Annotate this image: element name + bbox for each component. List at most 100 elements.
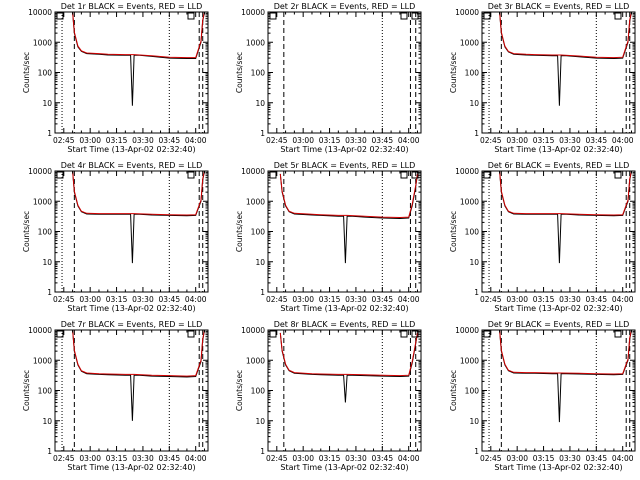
y-tick-label: 1 (260, 288, 265, 297)
y-tick-label: 100 (251, 387, 266, 396)
x-tick-label: 03:15 (533, 136, 555, 145)
box-marker (400, 330, 408, 338)
y-tick-label: 100 (465, 69, 480, 78)
y-tick-label: 1000 (246, 356, 265, 365)
y-tick-label: 10 (255, 417, 265, 426)
y-axis-label: Counts/sec (449, 211, 458, 252)
detector-panel-4: Det 4r BLACK = Events, RED = LLD 1 10 100 10… (22, 161, 209, 313)
y-tick-label: 10 (42, 99, 52, 108)
y-axis-label: Counts/sec (22, 370, 31, 411)
y-tick-label: 1 (47, 447, 52, 456)
events-series-line (499, 330, 632, 423)
x-tick-label: 03:00 (506, 136, 528, 145)
y-tick-label: 1000 (460, 38, 479, 47)
x-tick-label: 03:00 (506, 295, 528, 304)
x-axis-label: Start Time (13-Apr-02 02:32:40) (280, 304, 408, 313)
y-tick-label: 1 (474, 129, 479, 138)
x-tick-label: 03:15 (106, 295, 128, 304)
x-axis-label: Start Time (13-Apr-02 02:32:40) (494, 304, 622, 313)
y-axis-label: Counts/sec (449, 52, 458, 93)
x-tick-label: 02:45 (266, 136, 288, 145)
box-marker (187, 12, 195, 20)
x-axis-label: Start Time (13-Apr-02 02:32:40) (494, 463, 622, 472)
box-marker (400, 171, 408, 179)
panel-title: Det 4r BLACK = Events, RED = LLD (61, 161, 203, 170)
x-tick-label: 03:00 (292, 295, 314, 304)
x-tick-label: 03:15 (319, 136, 341, 145)
y-tick-label: 1000 (33, 356, 52, 365)
x-tick-label: 03:15 (106, 454, 128, 463)
events-series-line (72, 330, 205, 421)
y-tick-label: 10 (255, 258, 265, 267)
box-marker (56, 171, 64, 179)
lld-series-line (72, 12, 205, 59)
x-tick-label: 03:30 (345, 136, 367, 145)
y-tick-label: 100 (38, 228, 53, 237)
x-tick-label: 03:45 (585, 136, 607, 145)
y-tick-label: 10000 (28, 167, 52, 176)
x-tick-label: 02:45 (53, 454, 75, 463)
y-tick-label: 100 (38, 387, 53, 396)
x-tick-label: 04:00 (398, 295, 420, 304)
y-tick-label: 10 (255, 99, 265, 108)
x-tick-label: 03:00 (292, 454, 314, 463)
x-tick-label: 04:00 (398, 136, 420, 145)
y-tick-label: 10000 (455, 326, 479, 335)
y-tick-label: 10 (469, 258, 479, 267)
y-tick-label: 10 (469, 417, 479, 426)
x-axis-label: Start Time (13-Apr-02 02:32:40) (67, 304, 195, 313)
box-marker (614, 12, 622, 20)
y-tick-label: 1 (260, 447, 265, 456)
x-tick-label: 02:45 (480, 136, 502, 145)
x-tick-label: 03:00 (79, 295, 101, 304)
detector-panel-9: Det 9r BLACK = Events, RED = LLD 1 10 100 10… (449, 320, 636, 472)
x-axis-label: Start Time (13-Apr-02 02:32:40) (67, 145, 195, 154)
x-tick-label: 03:45 (371, 295, 393, 304)
y-axis-label: Counts/sec (235, 52, 244, 93)
plot-frame (267, 11, 422, 134)
y-tick-label: 1 (47, 288, 52, 297)
x-tick-label: 03:45 (371, 454, 393, 463)
x-tick-label: 04:00 (612, 295, 634, 304)
y-tick-label: 1000 (33, 38, 52, 47)
box-marker (400, 12, 408, 20)
x-tick-label: 03:00 (79, 136, 101, 145)
x-tick-label: 04:00 (612, 454, 634, 463)
x-tick-label: 03:45 (585, 454, 607, 463)
x-tick-label: 03:15 (533, 295, 555, 304)
events-series-line (279, 173, 418, 264)
x-tick-label: 02:45 (53, 136, 75, 145)
x-tick-label: 02:45 (480, 295, 502, 304)
x-axis-label: Start Time (13-Apr-02 02:32:40) (67, 463, 195, 472)
y-tick-label: 1 (474, 447, 479, 456)
lld-series-line (72, 330, 205, 377)
y-tick-label: 1 (474, 288, 479, 297)
x-tick-label: 02:45 (266, 295, 288, 304)
box-marker (483, 330, 491, 338)
y-tick-label: 100 (465, 228, 480, 237)
panel-title: Det 9r BLACK = Events, RED = LLD (488, 320, 630, 329)
detector-panel-8: Det 8r BLACK = Events, RED = LLD 1 10 100 10… (235, 320, 422, 472)
x-tick-label: 02:45 (266, 454, 288, 463)
x-tick-label: 03:30 (132, 295, 154, 304)
events-series-line (499, 171, 632, 264)
x-tick-label: 03:45 (585, 295, 607, 304)
y-tick-label: 10000 (455, 167, 479, 176)
x-tick-label: 03:15 (533, 454, 555, 463)
box-marker (187, 171, 195, 179)
x-tick-label: 03:00 (79, 454, 101, 463)
panel-title: Det 1r BLACK = Events, RED = LLD (61, 2, 203, 11)
box-marker (187, 330, 195, 338)
box-marker (483, 171, 491, 179)
x-tick-label: 03:00 (292, 136, 314, 145)
detector-panel-2: Det 2r BLACK = Events, RED = LLD 1 10 100 10… (235, 2, 422, 154)
x-tick-label: 04:00 (185, 136, 207, 145)
box-marker (411, 330, 419, 338)
box-marker (614, 171, 622, 179)
events-series-line (499, 12, 632, 106)
y-tick-label: 1000 (460, 197, 479, 206)
x-tick-label: 03:30 (132, 454, 154, 463)
detector-panel-7: Det 7r BLACK = Events, RED = LLD 1 10 100 10… (22, 320, 209, 472)
box-marker (269, 171, 277, 179)
